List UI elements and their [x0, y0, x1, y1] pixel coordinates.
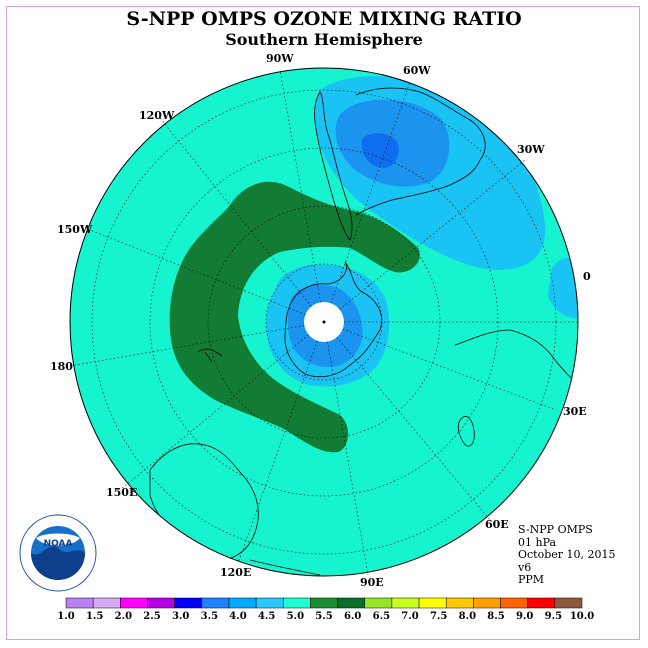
colorbar-tick-label: 9.5 [545, 611, 562, 622]
colorbar-swatch [527, 597, 556, 609]
coast-antarctica [284, 261, 382, 378]
colorbar: 1.0 1.5 2.0 2.5 3.0 3.5 4.0 4.5 5.0 5.5 6.0 6.5 7.0 7… [57, 597, 594, 622]
coast-new-zealand [197, 348, 223, 363]
colorbar-swatch [120, 597, 148, 609]
colorbar-tick-label: 1.5 [86, 611, 103, 622]
coast-south-america [314, 87, 486, 241]
info-units: PPM [518, 573, 545, 586]
colorbar-tick-label: 8.5 [487, 611, 504, 622]
noaa-logo: NOAA [19, 514, 97, 592]
ozone-contour-5-5.5 [169, 181, 420, 453]
lon-label-90e: 90E [360, 576, 384, 589]
lon-label-60w: 60W [403, 64, 431, 77]
colorbar-swatch [500, 597, 528, 609]
page-title: S-NPP OMPS OZONE MIXING RATIO [126, 8, 522, 30]
colorbar-tick-label: 7.5 [430, 611, 447, 622]
colorbar-swatch [228, 597, 257, 609]
colorbar-tick-label: 3.5 [201, 611, 218, 622]
colorbar-swatch [65, 597, 94, 609]
lon-label-30e: 30E [563, 405, 587, 418]
graticule [69, 69, 578, 576]
colorbar-swatch [554, 597, 583, 609]
noaa-logo-text: NOAA [44, 539, 73, 549]
page-frame [6, 6, 640, 640]
colorbar-swatch [255, 597, 284, 609]
colorbar-swatch [473, 597, 501, 609]
colorbar-tick-label: 5.0 [287, 611, 304, 622]
ozone-contour-4-4.5-east [548, 257, 578, 319]
colorbar-tick-label: 9.0 [516, 611, 533, 622]
info-date: October 10, 2015 [518, 548, 616, 561]
colorbar-swatch [147, 597, 175, 609]
lon-label-150e: 150E [106, 486, 137, 499]
ozone-contour-3-3.5 [361, 133, 399, 168]
info-version: v6 [518, 560, 532, 574]
coast-madagascar [457, 416, 475, 447]
lon-label-120w: 120W [139, 109, 175, 122]
colorbar-tick-label: 1.0 [57, 611, 74, 622]
colorbar-tick-label: 2.5 [143, 611, 160, 622]
info-pressure-level: 01 hPa [518, 535, 557, 549]
colorbar-tick-label: 5.5 [315, 611, 332, 622]
colorbar-tick-label: 4.0 [229, 611, 246, 622]
colorbar-tick-label: 7.0 [401, 611, 418, 622]
colorbar-swatch [310, 597, 338, 609]
lon-label-0: 0 [583, 270, 591, 283]
coast-africa [454, 329, 578, 386]
lon-label-120e: 120E [220, 566, 251, 579]
colorbar-tick-label: 6.5 [373, 611, 390, 622]
colorbar-swatch [92, 597, 121, 609]
lon-label-180: 180 [50, 360, 73, 373]
colorbar-tick-label: 8.0 [459, 611, 476, 622]
colorbar-tick-label: 3.0 [172, 611, 189, 622]
page-subtitle: Southern Hemisphere [225, 30, 423, 49]
map-disc-outline [69, 67, 579, 577]
colorbar-swatch [283, 597, 311, 609]
colorbar-tick-label: 2.0 [115, 611, 132, 622]
colorbar-swatch [445, 597, 474, 609]
info-block: S-NPP OMPS 01 hPa October 10, 2015 v6 PP… [518, 523, 616, 587]
colorbar-swatch [337, 597, 365, 609]
south-pole-point [322, 320, 326, 324]
lon-label-60e: 60E [485, 518, 509, 531]
colorbar-swatch [391, 597, 420, 609]
colorbar-swatch [201, 597, 230, 609]
lon-label-90w: 90W [266, 52, 294, 65]
lon-label-150w: 150W [57, 223, 93, 236]
coast-indonesia [249, 559, 321, 576]
lon-label-30w: 30W [517, 143, 545, 156]
colorbar-tick-label: 10.0 [570, 611, 594, 622]
info-instrument: S-NPP OMPS [518, 523, 593, 536]
colorbar-tick-label: 4.5 [258, 611, 275, 622]
colorbar-swatch [174, 597, 203, 609]
colorbar-tick-label: 6.0 [344, 611, 361, 622]
colorbar-swatch [364, 597, 393, 609]
colorbar-swatch [418, 597, 447, 609]
